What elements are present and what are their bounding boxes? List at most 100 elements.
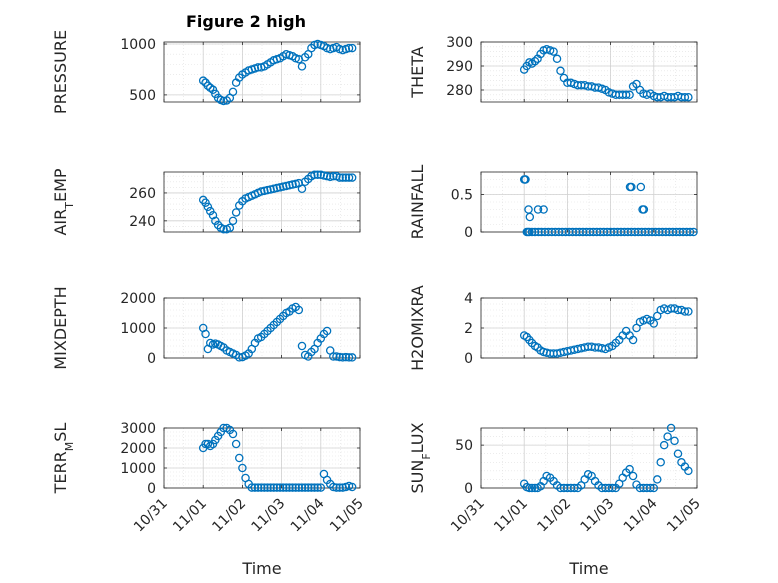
data-point bbox=[656, 458, 665, 467]
data-point bbox=[253, 63, 263, 72]
data-point bbox=[294, 483, 304, 492]
data-point bbox=[203, 81, 213, 90]
data-point bbox=[282, 181, 291, 191]
data-point bbox=[525, 227, 534, 237]
data-point bbox=[288, 180, 297, 189]
data-point bbox=[525, 483, 534, 493]
data-point bbox=[649, 483, 659, 493]
y-axis-label: RAINFALL bbox=[408, 165, 427, 240]
y-tick-label: 0 bbox=[147, 351, 156, 367]
data-point bbox=[580, 475, 589, 484]
y-tick-label: 3000 bbox=[120, 421, 156, 437]
y-axis-label: AIRTEMP bbox=[51, 168, 76, 235]
data-point bbox=[266, 483, 275, 492]
data-point bbox=[525, 212, 535, 222]
data-point bbox=[347, 482, 357, 492]
y-tick-label: 300 bbox=[446, 35, 473, 51]
y-tick-label: 500 bbox=[129, 88, 156, 104]
data-point bbox=[211, 216, 220, 226]
data-point bbox=[684, 466, 693, 476]
data-point bbox=[627, 182, 636, 192]
panel-8: 0 50 SUNFLUX 10/31 11/01 11/02 11/03 11/04 11/05… bbox=[408, 422, 704, 578]
axes-box bbox=[480, 171, 698, 233]
y-tick-label: 2000 bbox=[120, 291, 156, 307]
y-tick-label: 0 bbox=[464, 481, 473, 497]
data-point bbox=[231, 208, 241, 217]
data-point bbox=[238, 463, 247, 473]
data-point bbox=[659, 440, 669, 450]
data-point bbox=[332, 483, 341, 492]
data-point bbox=[228, 87, 238, 97]
y-tick-label: 0.5 bbox=[451, 188, 473, 204]
data-point bbox=[266, 185, 275, 194]
data-point bbox=[534, 227, 543, 237]
y-tick-label: 2 bbox=[464, 321, 473, 337]
y-axis-label: MIXDEPTH bbox=[51, 286, 70, 369]
y-tick-label: 280 bbox=[446, 83, 473, 99]
data-point bbox=[316, 170, 326, 180]
data-point bbox=[285, 181, 294, 190]
data-point bbox=[203, 439, 213, 449]
y-axis-label: SUNFLUX bbox=[408, 422, 433, 493]
data-point bbox=[335, 173, 344, 182]
data-point bbox=[203, 202, 213, 212]
data-point bbox=[272, 183, 282, 193]
data-point bbox=[208, 85, 218, 95]
x-tick-label: 10/31 bbox=[448, 496, 488, 536]
data-point bbox=[680, 307, 690, 316]
axes-box bbox=[480, 41, 698, 103]
data-point bbox=[608, 483, 617, 493]
data-point bbox=[208, 211, 218, 220]
data-point bbox=[625, 464, 634, 474]
x-tick-label: 11/03 bbox=[578, 496, 618, 536]
data-point bbox=[530, 56, 540, 66]
data-point bbox=[341, 352, 351, 362]
data-point bbox=[231, 439, 241, 449]
data-point bbox=[621, 90, 631, 100]
y-axis-label: PRESSURE bbox=[51, 30, 70, 114]
data-point bbox=[256, 187, 266, 196]
data-point bbox=[297, 341, 307, 351]
data-point bbox=[201, 198, 210, 207]
y-tick-label: 50 bbox=[455, 438, 473, 454]
panel-2: 280 290 300 THETA bbox=[408, 35, 698, 103]
panel-4: 0 0.5 RAINFALL bbox=[408, 165, 698, 241]
data-point bbox=[307, 483, 316, 492]
data-point bbox=[646, 483, 655, 493]
data-point bbox=[282, 483, 291, 492]
data-point bbox=[344, 173, 354, 182]
data-point bbox=[275, 183, 285, 192]
data-point bbox=[618, 473, 627, 482]
x-tick-label: 11/04 bbox=[288, 495, 328, 535]
data-point bbox=[347, 353, 357, 362]
x-axis-label: Time bbox=[568, 559, 608, 578]
x-tick-label: 11/01 bbox=[170, 496, 210, 536]
data-point bbox=[329, 171, 338, 181]
y-tick-label: 1000 bbox=[120, 37, 156, 53]
data-point bbox=[294, 305, 304, 315]
data-point bbox=[527, 227, 537, 237]
data-point bbox=[219, 224, 228, 234]
y-tick-label: 0 bbox=[464, 351, 473, 367]
panel-3: 240 260 AIRTEMP bbox=[51, 168, 361, 236]
data-point bbox=[278, 182, 288, 191]
data-point bbox=[250, 483, 260, 492]
data-point bbox=[680, 92, 690, 102]
data-point bbox=[335, 352, 344, 362]
data-point bbox=[338, 173, 348, 182]
data-point bbox=[666, 423, 676, 433]
data-point bbox=[260, 186, 269, 196]
data-point bbox=[201, 329, 210, 339]
y-tick-label: 2000 bbox=[120, 441, 156, 457]
data-point bbox=[288, 483, 297, 492]
y-axis-label: TERRMSL bbox=[51, 423, 76, 495]
x-tick-label: 10/31 bbox=[131, 496, 171, 536]
panel-5: 0 1000 2000 MIXDEPTH bbox=[51, 286, 361, 370]
data-point bbox=[291, 179, 300, 189]
y-tick-label: 240 bbox=[129, 214, 156, 230]
data-point bbox=[278, 483, 288, 492]
data-point bbox=[347, 173, 357, 182]
y-tick-label: 290 bbox=[446, 59, 473, 75]
x-tick-label: 11/03 bbox=[249, 496, 289, 536]
data-point bbox=[206, 206, 215, 216]
